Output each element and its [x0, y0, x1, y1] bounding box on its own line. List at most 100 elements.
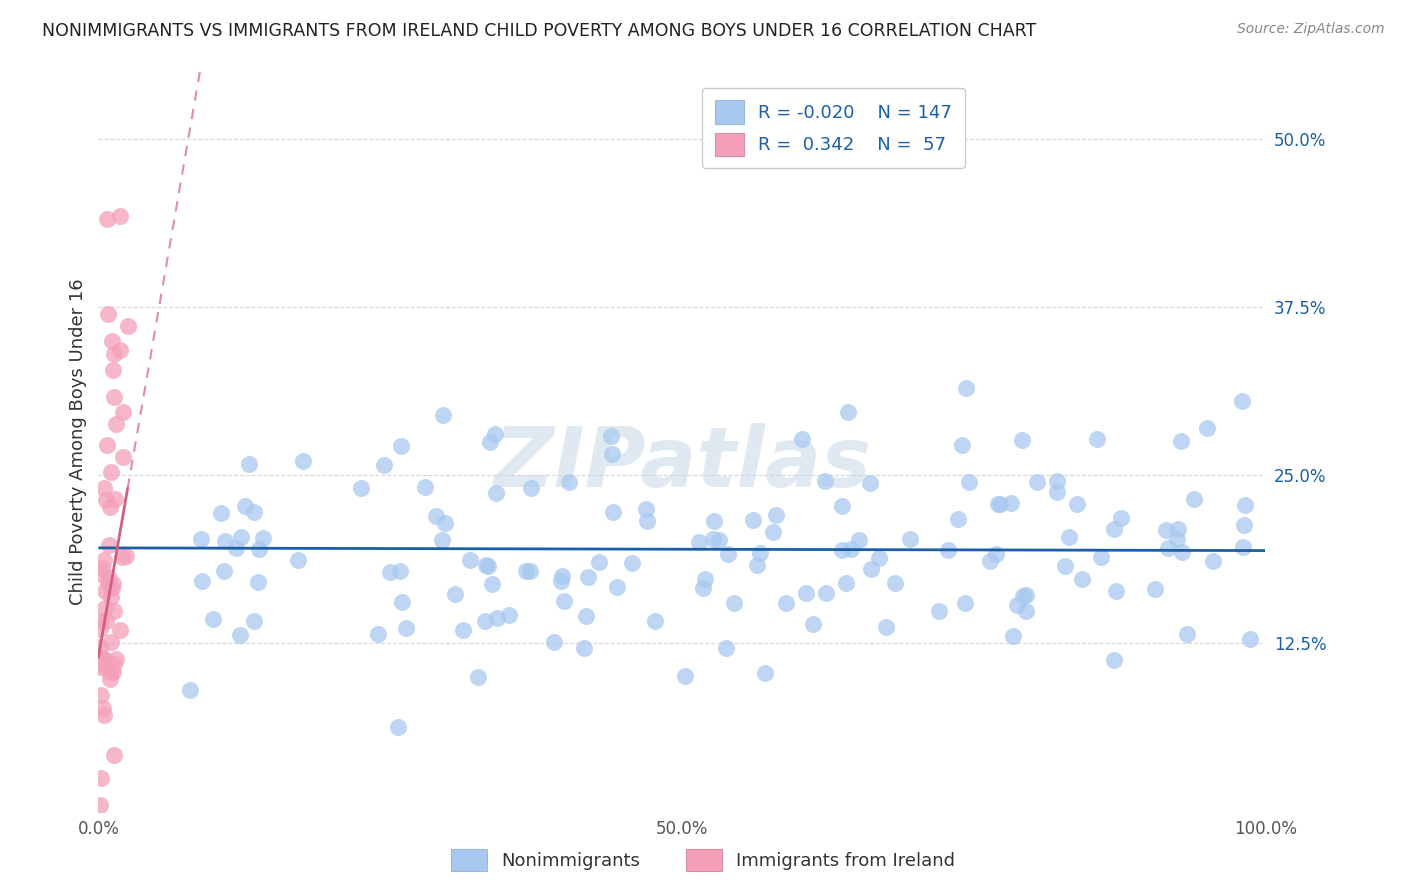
Point	[692, 582, 714, 596]
Point	[1025, 475, 1047, 489]
Point	[485, 485, 508, 500]
Point	[485, 610, 508, 624]
Point	[1239, 632, 1261, 647]
Point	[859, 562, 882, 576]
Point	[762, 524, 785, 539]
Point	[433, 516, 456, 531]
Point	[430, 533, 453, 547]
Point	[89, 797, 111, 812]
Point	[1171, 544, 1194, 558]
Point	[837, 405, 859, 419]
Point	[1071, 572, 1094, 586]
Point	[703, 515, 725, 529]
Point	[745, 558, 768, 572]
Point	[984, 547, 1007, 561]
Point	[413, 480, 436, 494]
Point	[1046, 485, 1069, 500]
Point	[550, 574, 572, 588]
Point	[898, 532, 921, 546]
Point	[104, 491, 127, 506]
Point	[1182, 492, 1205, 507]
Point	[1105, 584, 1128, 599]
Point	[89, 653, 111, 667]
Point	[575, 609, 598, 624]
Point	[1166, 532, 1188, 546]
Point	[868, 550, 890, 565]
Point	[1144, 582, 1167, 596]
Point	[112, 405, 135, 419]
Point	[1014, 588, 1036, 602]
Point	[875, 620, 897, 634]
Point	[111, 550, 134, 565]
Point	[235, 499, 257, 513]
Point	[1012, 590, 1035, 604]
Point	[695, 572, 717, 586]
Legend: Nonimmigrants, Immigrants from Ireland: Nonimmigrants, Immigrants from Ireland	[444, 842, 962, 879]
Point	[389, 564, 412, 578]
Point	[96, 614, 118, 628]
Point	[576, 569, 599, 583]
Point	[792, 432, 814, 446]
Point	[97, 307, 120, 321]
Point	[831, 543, 853, 558]
Point	[191, 574, 214, 589]
Point	[765, 508, 787, 523]
Point	[90, 689, 112, 703]
Y-axis label: Child Poverty Among Boys Under 16: Child Poverty Among Boys Under 16	[69, 278, 87, 605]
Point	[444, 587, 467, 601]
Point	[1090, 549, 1112, 564]
Point	[709, 533, 731, 547]
Point	[209, 506, 232, 520]
Point	[551, 569, 574, 583]
Point	[474, 614, 496, 628]
Text: NONIMMIGRANTS VS IMMIGRANTS FROM IRELAND CHILD POVERTY AMONG BOYS UNDER 16 CORRE: NONIMMIGRANTS VS IMMIGRANTS FROM IRELAND…	[42, 22, 1036, 40]
Point	[225, 541, 247, 555]
Point	[957, 475, 980, 489]
Point	[1232, 541, 1254, 555]
Point	[948, 512, 970, 526]
Point	[636, 514, 658, 528]
Point	[553, 594, 575, 608]
Point	[520, 481, 543, 495]
Point	[96, 654, 118, 668]
Point	[100, 591, 122, 605]
Point	[498, 607, 520, 622]
Point	[231, 530, 253, 544]
Point	[477, 558, 499, 573]
Point	[644, 615, 666, 629]
Point	[835, 575, 858, 590]
Point	[688, 534, 710, 549]
Point	[481, 577, 503, 591]
Point	[229, 628, 252, 642]
Point	[98, 571, 121, 585]
Point	[588, 555, 610, 569]
Point	[389, 439, 412, 453]
Point	[101, 576, 124, 591]
Point	[103, 747, 125, 762]
Point	[395, 622, 418, 636]
Point	[1102, 653, 1125, 667]
Point	[90, 652, 112, 666]
Point	[1109, 510, 1132, 524]
Legend: R = -0.020    N = 147, R =  0.342    N =  57: R = -0.020 N = 147, R = 0.342 N = 57	[702, 87, 965, 169]
Point	[214, 533, 236, 548]
Point	[1230, 394, 1253, 409]
Point	[287, 553, 309, 567]
Point	[928, 604, 950, 618]
Point	[243, 614, 266, 628]
Point	[1001, 629, 1024, 643]
Point	[1066, 497, 1088, 511]
Point	[101, 363, 124, 377]
Point	[91, 701, 114, 715]
Point	[89, 652, 111, 666]
Point	[1154, 523, 1177, 537]
Point	[96, 212, 118, 227]
Point	[754, 665, 776, 680]
Point	[378, 566, 401, 580]
Point	[103, 347, 125, 361]
Point	[839, 541, 862, 556]
Point	[1000, 496, 1022, 510]
Point	[848, 533, 870, 548]
Point	[1175, 626, 1198, 640]
Point	[89, 657, 111, 672]
